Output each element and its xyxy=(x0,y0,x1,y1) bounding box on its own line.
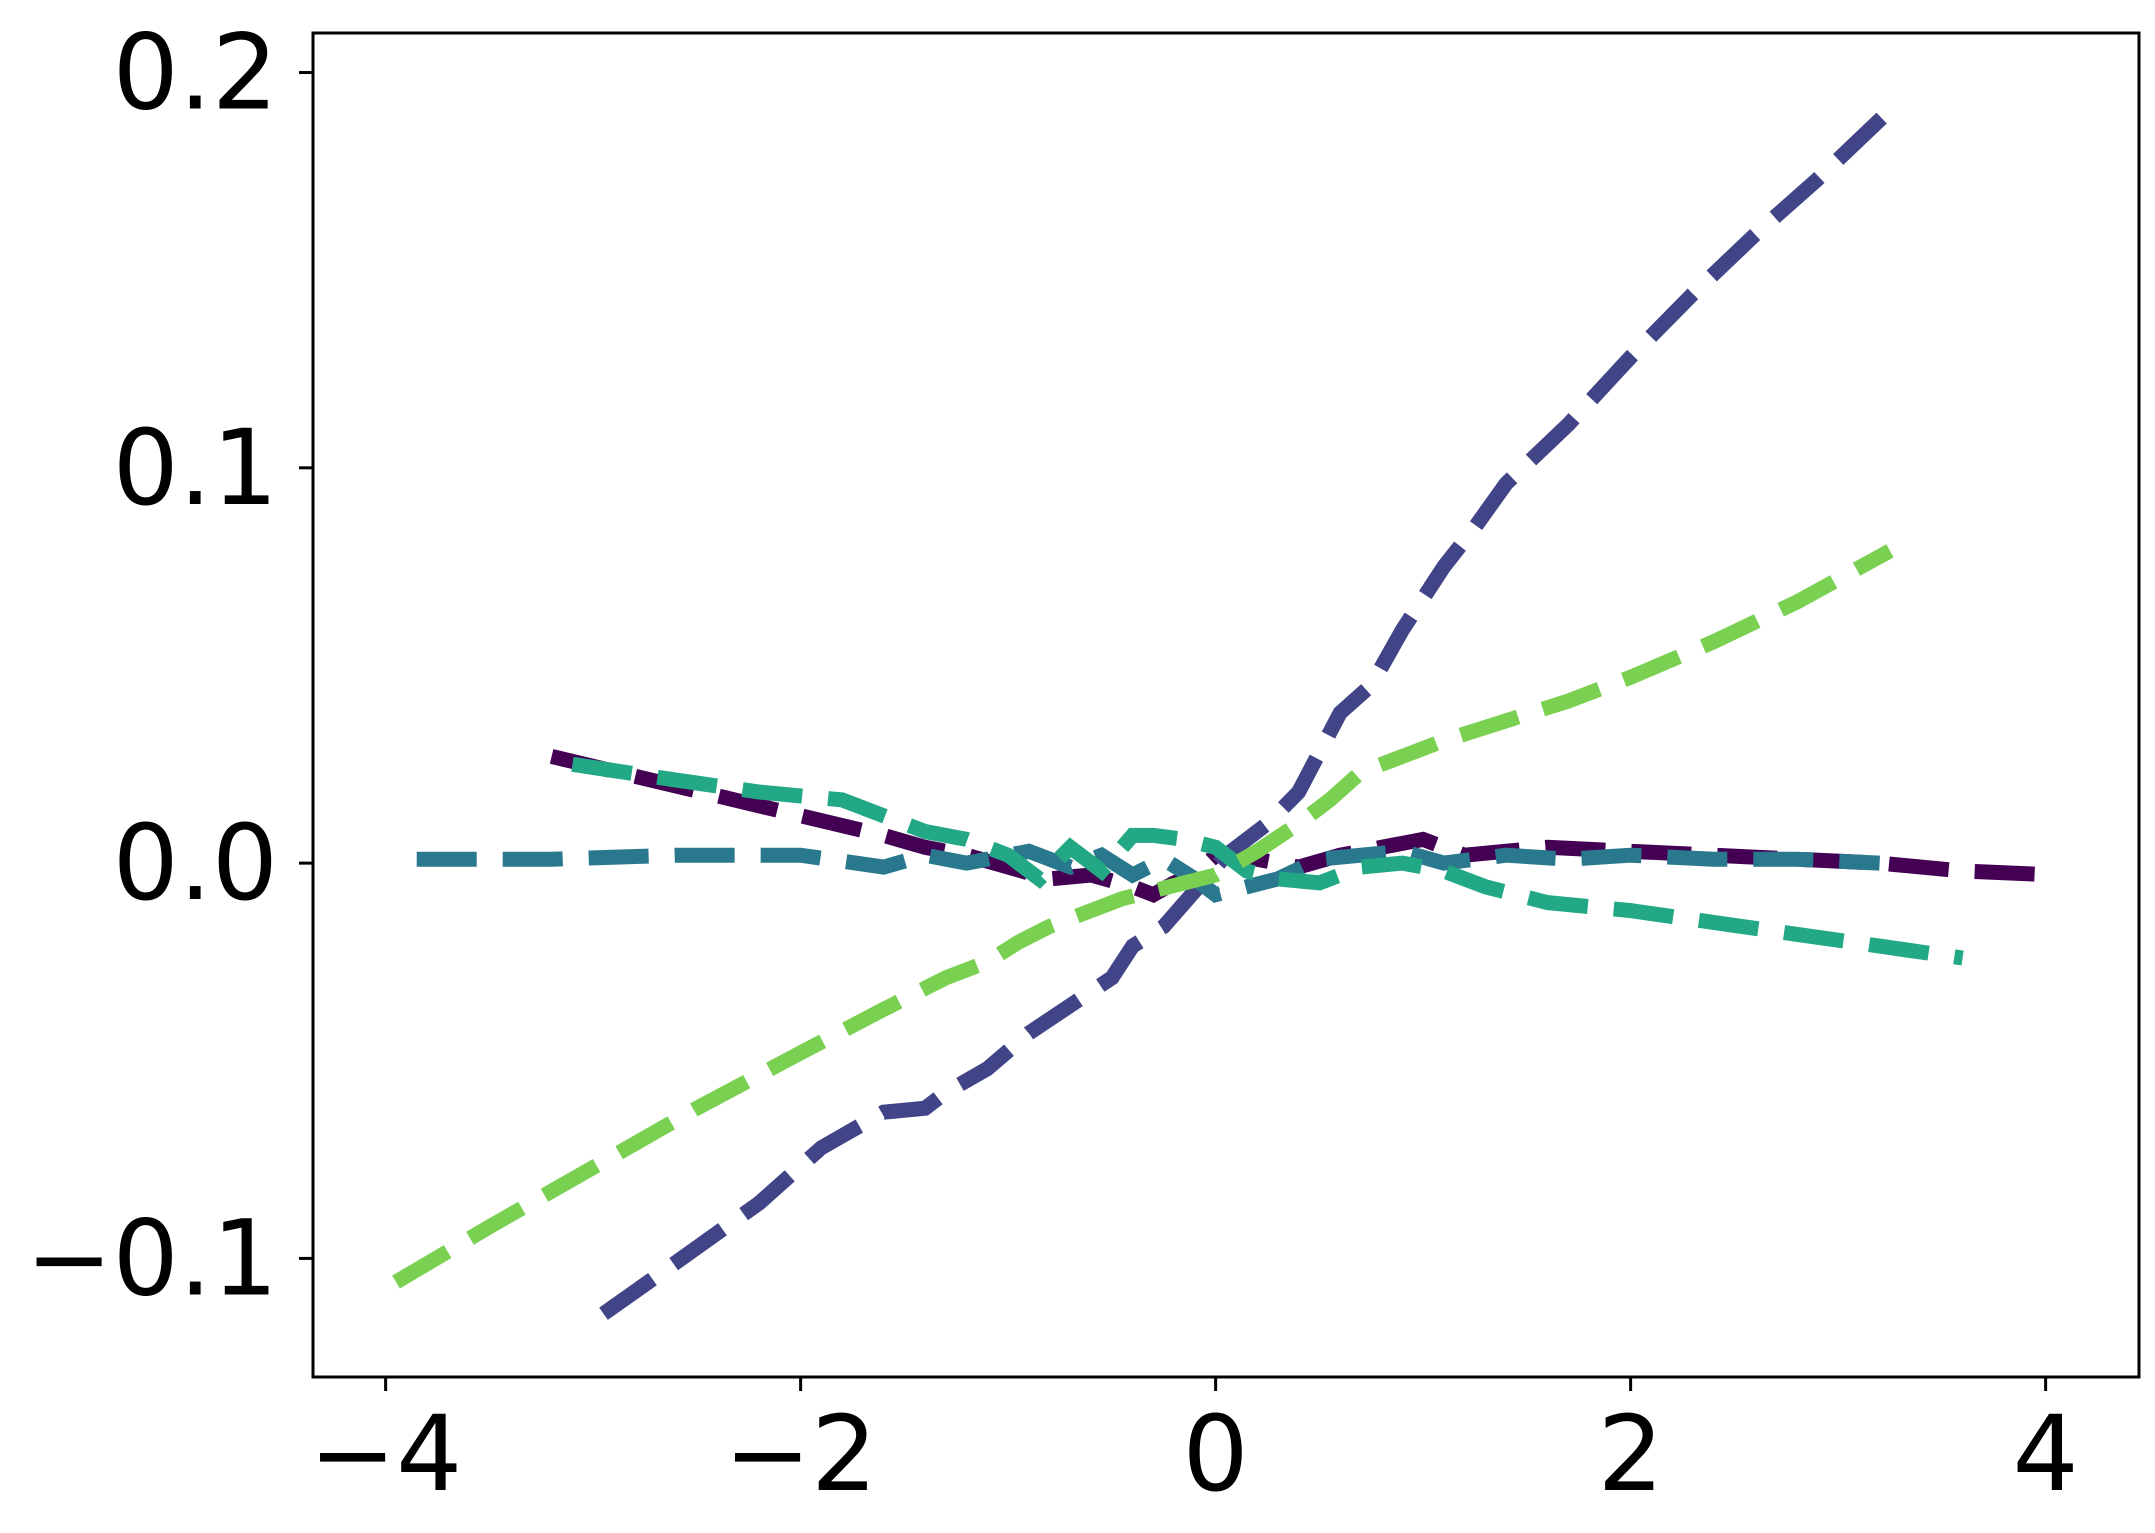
x-tick-label: 2 xyxy=(1598,1393,1664,1515)
x-tick-label: −4 xyxy=(309,1393,462,1515)
x-axis: −4 −2 0 2 4 xyxy=(309,1377,2079,1515)
x-tick-label: 0 xyxy=(1183,1393,1249,1515)
y-tick-label: 0.2 xyxy=(113,12,278,134)
plot-area-frame xyxy=(311,31,2141,1379)
series-line-2 xyxy=(599,94,1906,1320)
x-tick-label: 4 xyxy=(2013,1393,2079,1515)
y-tick-label: 0.0 xyxy=(113,802,278,924)
y-axis: −0.1 0.0 0.1 0.2 xyxy=(25,12,313,1319)
x-tick-label: −2 xyxy=(724,1393,877,1515)
series-line-5 xyxy=(392,544,1894,1289)
y-tick-label: 0.1 xyxy=(113,407,278,529)
y-tick-label: −0.1 xyxy=(25,1197,278,1319)
series-line-3 xyxy=(416,843,1880,903)
series-layer xyxy=(392,94,2057,1320)
